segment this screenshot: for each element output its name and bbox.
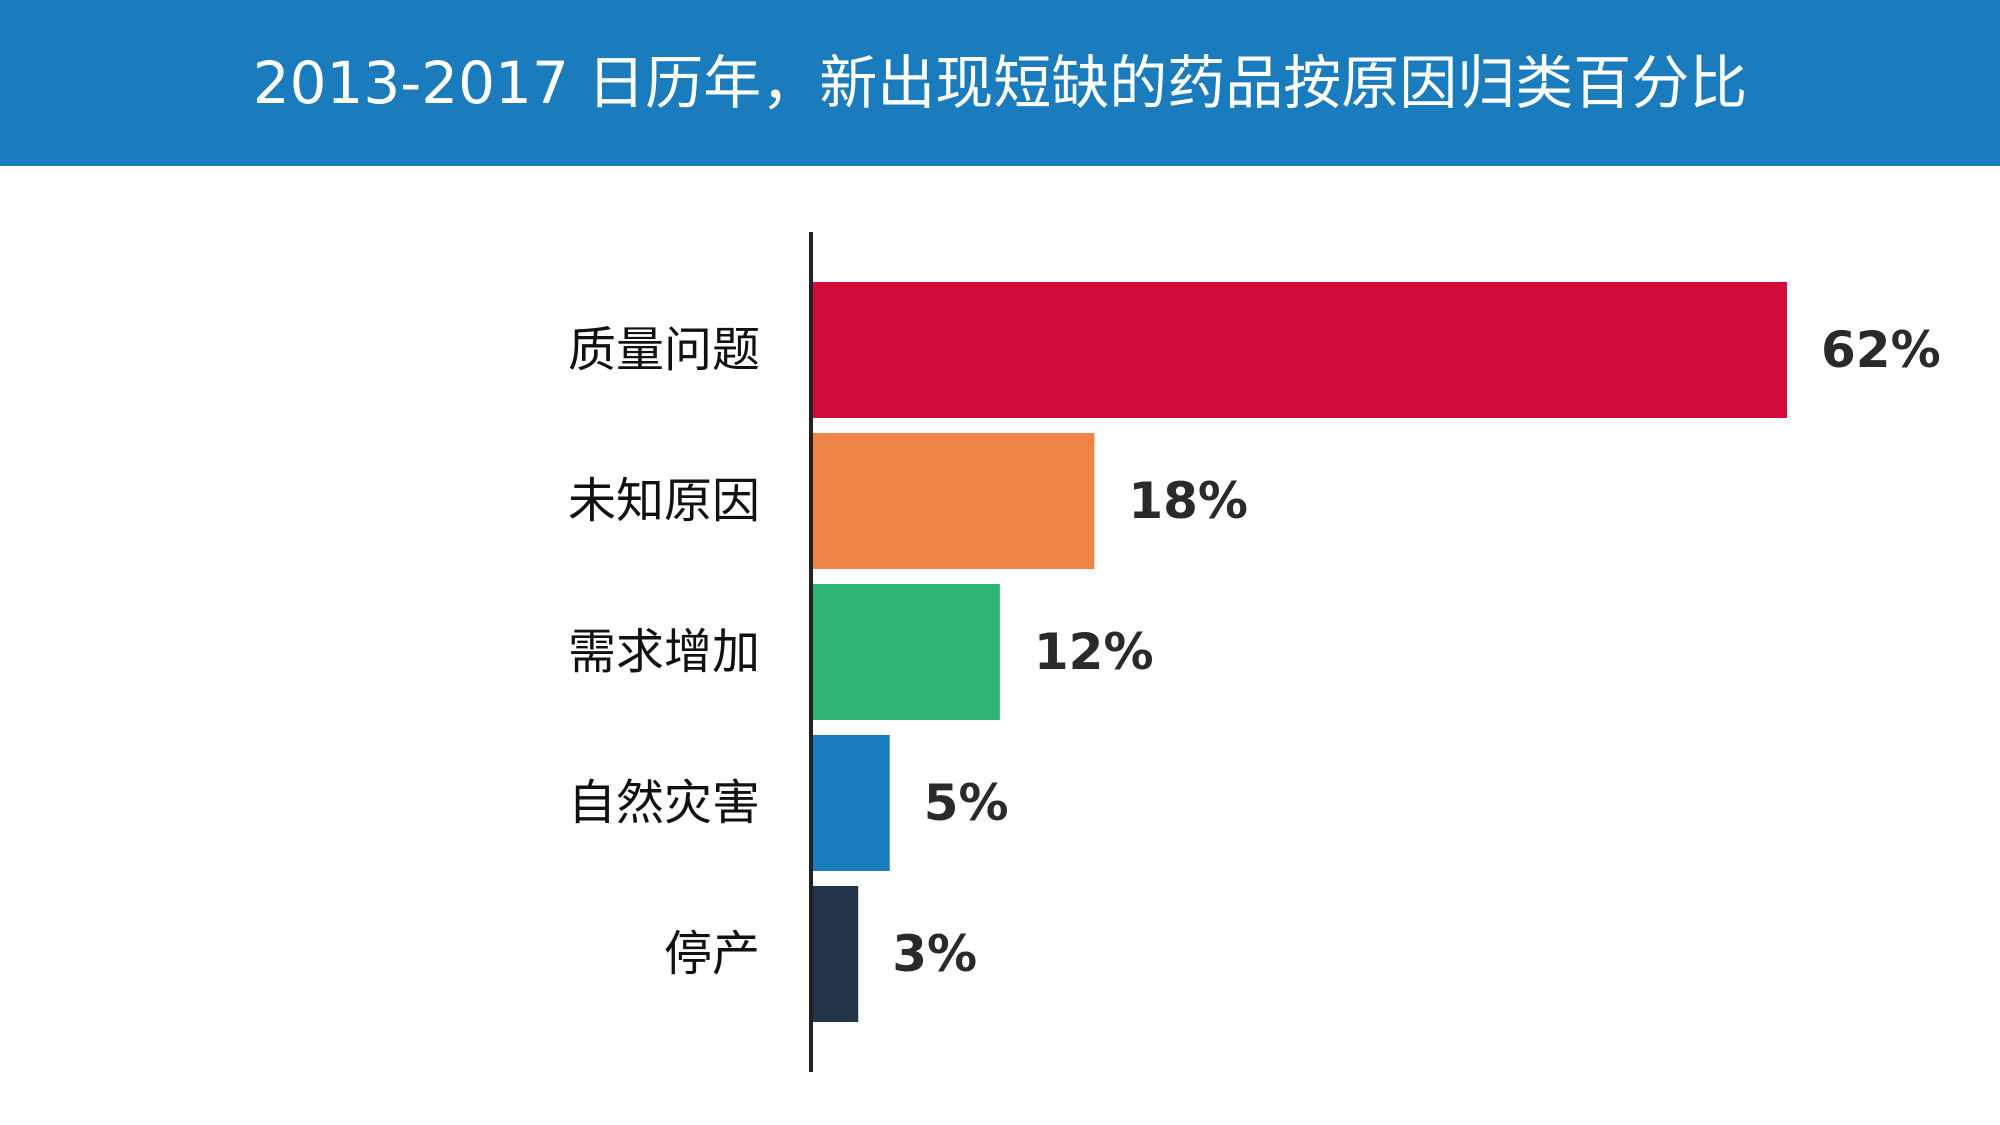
bar-1 [811, 282, 1787, 418]
value-label: 62% [1821, 321, 1941, 379]
category-label: 停产 [664, 926, 760, 982]
value-label: 5% [924, 774, 1009, 832]
category-label: 需求增加 [568, 624, 760, 680]
value-labels-group: 62% 18% 12% 5% 3% [892, 321, 1940, 983]
bars-group [811, 282, 1787, 1022]
bar-4 [811, 735, 890, 871]
value-label: 3% [892, 925, 977, 983]
value-label: 12% [1034, 623, 1154, 681]
bar-5 [811, 886, 859, 1022]
category-label: 自然灾害 [568, 775, 760, 831]
title-banner: 2013-2017 日历年，新出现短缺的药品按原因归类百分比 [0, 0, 2000, 166]
bar-3 [811, 584, 1000, 720]
page-title: 2013-2017 日历年，新出现短缺的药品按原因归类百分比 [252, 49, 1748, 117]
bar-2 [811, 433, 1095, 569]
value-label: 18% [1128, 472, 1248, 530]
category-label: 质量问题 [568, 322, 760, 378]
category-label: 未知原因 [568, 473, 760, 529]
